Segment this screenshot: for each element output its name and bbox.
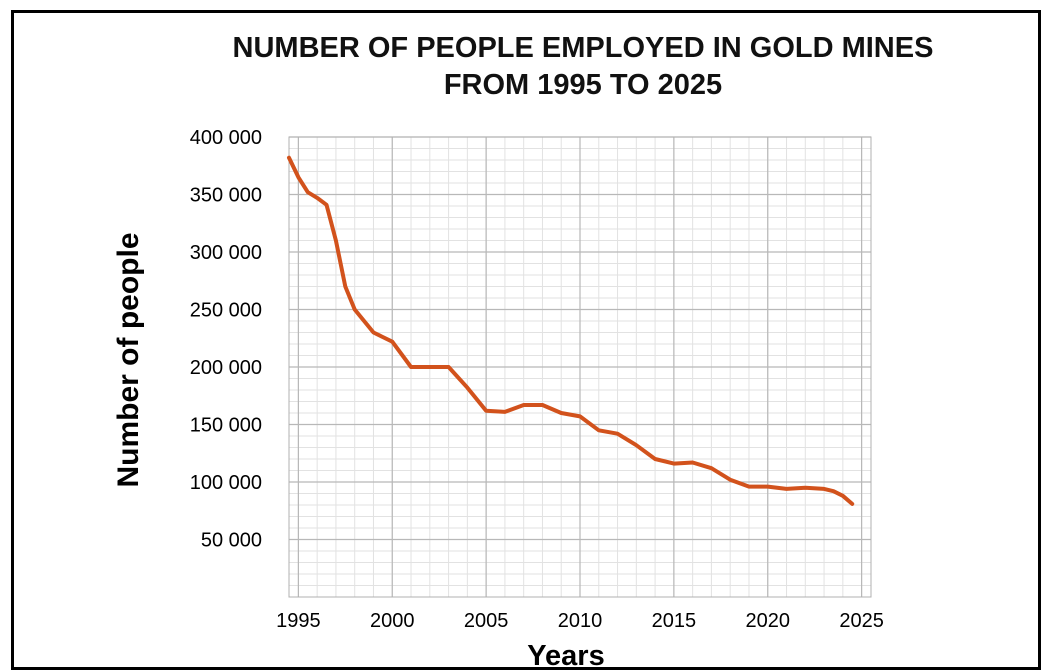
x-tick-label: 2010	[558, 610, 603, 632]
chart-subtitle: FROM 1995 TO 2025	[443, 69, 723, 101]
y-tick-label: 200 000	[190, 357, 262, 379]
y-tick-label: 100 000	[190, 472, 262, 494]
x-tick-label: 1995	[276, 610, 321, 632]
y-tick-label: 50 000	[201, 530, 262, 552]
chart-frame	[11, 10, 1041, 670]
x-tick-label: 2005	[464, 610, 509, 632]
x-tick-label: 2015	[652, 610, 697, 632]
x-tick-label: 2020	[745, 610, 790, 632]
x-axis-title: Years	[527, 640, 604, 666]
y-axis-tick-labels: 50 000 100 000 150 000 200 000 250 000 300 00…	[190, 127, 262, 552]
series-line	[287, 155, 855, 506]
major-gridlines	[289, 136, 871, 597]
y-tick-label: 300 000	[190, 242, 262, 264]
y-tick-label: 250 000	[190, 300, 262, 322]
plot-area-border	[288, 136, 872, 598]
x-axis-tick-labels: 1995 2000 2005 2010 2015 2020 2025	[276, 610, 884, 632]
y-tick-label: 150 000	[190, 415, 262, 437]
x-tick-label: 2025	[839, 610, 884, 632]
y-axis-title: Number of people	[112, 232, 145, 487]
chart-title: NUMBER OF PEOPLE EMPLOYED IN GOLD MINES	[232, 32, 934, 64]
chart-title-block: NUMBER OF PEOPLE EMPLOYED IN GOLD MINES …	[163, 30, 1003, 104]
x-tick-label: 2000	[370, 610, 415, 632]
y-tick-label: 350 000	[190, 185, 262, 207]
y-tick-label: 400 000	[190, 127, 262, 149]
